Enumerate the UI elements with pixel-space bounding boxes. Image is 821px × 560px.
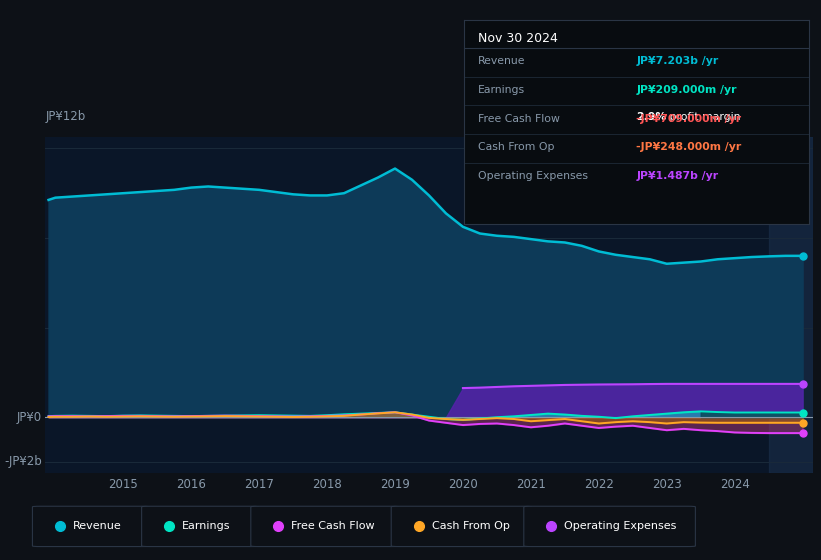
Text: -JP¥248.000m /yr: -JP¥248.000m /yr — [636, 142, 741, 152]
Text: 2.9%: 2.9% — [636, 111, 667, 122]
Text: -JP¥709.000m /yr: -JP¥709.000m /yr — [636, 114, 741, 124]
Text: JP¥12b: JP¥12b — [45, 110, 85, 123]
Text: JP¥7.203b /yr: JP¥7.203b /yr — [636, 57, 718, 67]
Text: Revenue: Revenue — [73, 521, 122, 531]
Text: Free Cash Flow: Free Cash Flow — [291, 521, 375, 531]
FancyBboxPatch shape — [251, 506, 399, 547]
Text: profit margin: profit margin — [666, 111, 740, 122]
Text: Earnings: Earnings — [182, 521, 231, 531]
Text: JP¥0: JP¥0 — [16, 410, 42, 424]
Text: Cash From Op: Cash From Op — [432, 521, 510, 531]
Text: JP¥209.000m /yr: JP¥209.000m /yr — [636, 85, 736, 95]
Text: JP¥1.487b /yr: JP¥1.487b /yr — [636, 171, 718, 181]
Text: Earnings: Earnings — [478, 85, 525, 95]
Text: Operating Expenses: Operating Expenses — [478, 171, 588, 181]
Text: Nov 30 2024: Nov 30 2024 — [478, 32, 557, 45]
Text: Operating Expenses: Operating Expenses — [564, 521, 677, 531]
FancyBboxPatch shape — [524, 506, 695, 547]
Text: Cash From Op: Cash From Op — [478, 142, 554, 152]
Text: Revenue: Revenue — [478, 57, 525, 67]
Text: Free Cash Flow: Free Cash Flow — [478, 114, 560, 124]
Bar — [768, 137, 813, 473]
Text: -JP¥2b: -JP¥2b — [4, 455, 42, 469]
FancyBboxPatch shape — [392, 506, 532, 547]
FancyBboxPatch shape — [33, 506, 149, 547]
FancyBboxPatch shape — [141, 506, 259, 547]
